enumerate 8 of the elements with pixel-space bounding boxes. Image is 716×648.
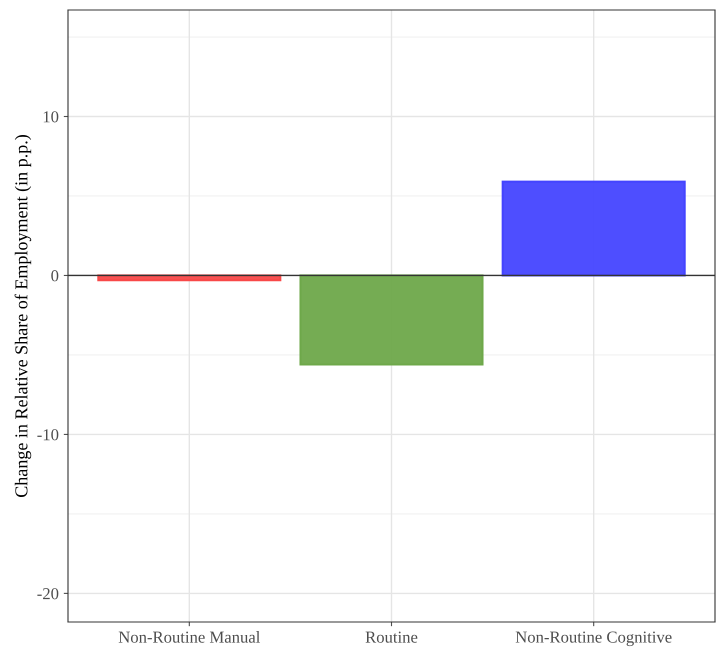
y-tick-label: -10 (37, 429, 58, 440)
x-tick-label: Non-Routine Manual (118, 631, 260, 643)
y-tick-label: 0 (51, 270, 58, 282)
x-tick-label: Non-Routine Cognitive (516, 632, 672, 646)
y-tick-label: 10 (44, 111, 58, 122)
y-axis-title: Change in Relative Share of Employment (in p.p.) (14, 135, 32, 498)
y-tick-label: -20 (37, 588, 58, 600)
x-tick-label: Routine (366, 632, 418, 643)
